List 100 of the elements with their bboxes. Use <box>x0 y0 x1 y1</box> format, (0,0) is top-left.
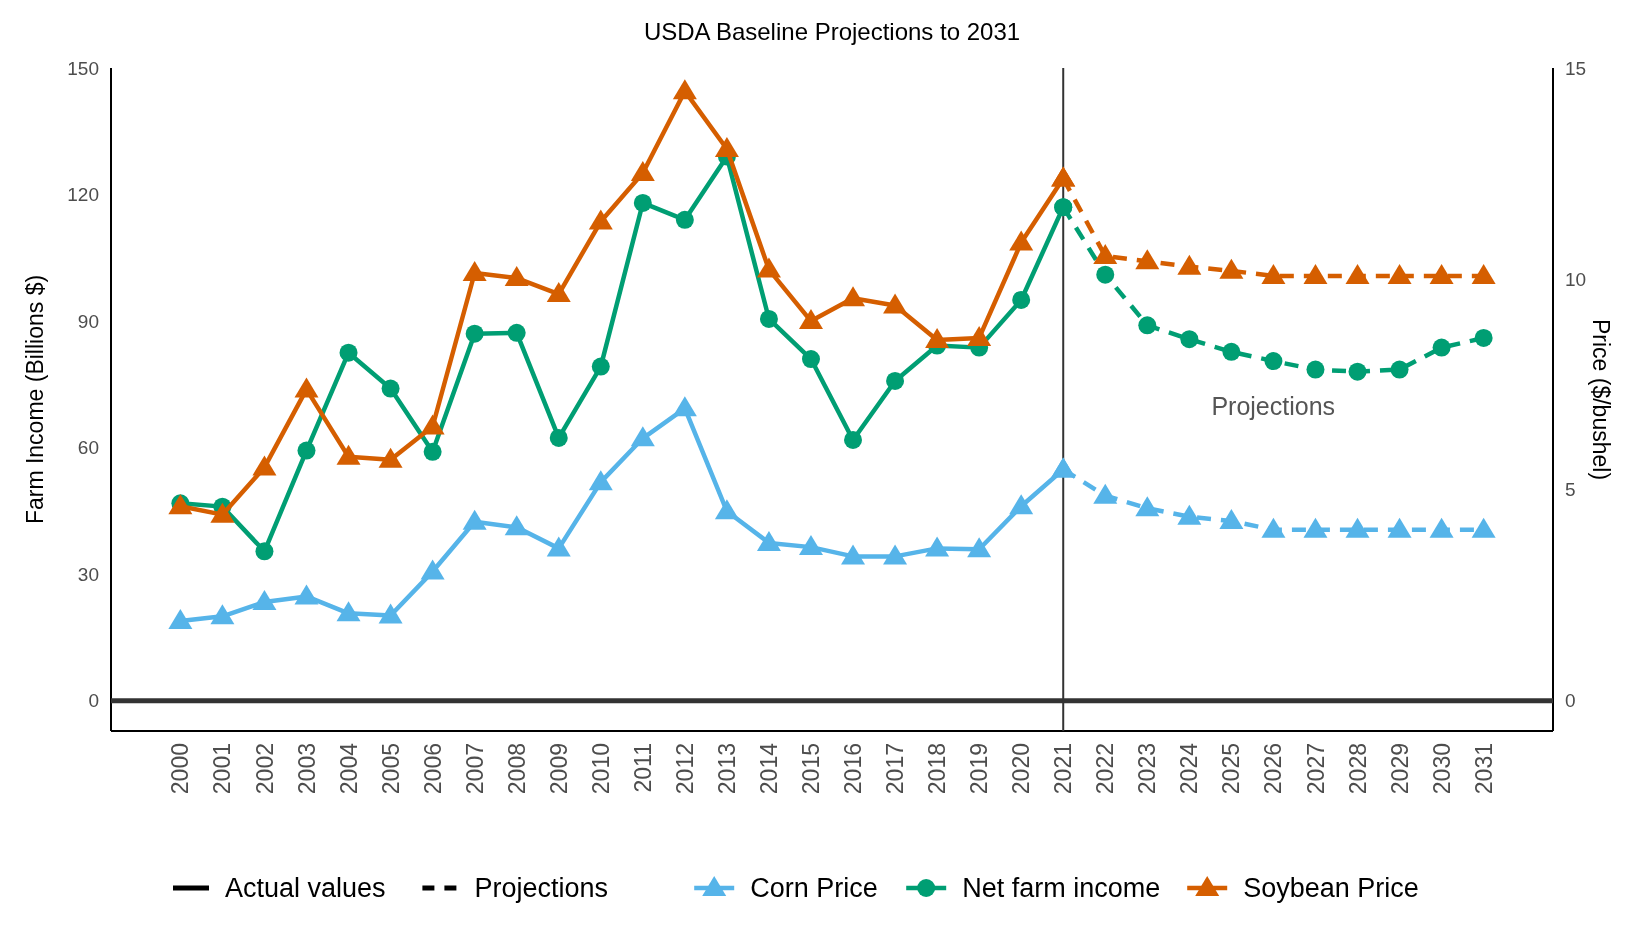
point <box>1471 517 1496 538</box>
point <box>252 455 277 476</box>
x-tick-label: 2014 <box>755 742 782 795</box>
point <box>339 343 358 362</box>
x-tick-label: 2010 <box>587 743 614 795</box>
point <box>1390 360 1409 379</box>
x-tick-label: 2001 <box>209 743 236 795</box>
point <box>255 542 274 561</box>
point <box>546 282 571 303</box>
point <box>336 601 361 622</box>
y-tick-label: 60 <box>77 437 99 459</box>
point <box>1303 263 1328 284</box>
point <box>841 286 866 307</box>
point <box>423 442 442 461</box>
point <box>1219 508 1244 529</box>
point <box>756 530 781 551</box>
point <box>672 396 697 417</box>
x-tick-label: 2011 <box>629 743 656 793</box>
point <box>714 499 739 520</box>
x-tick-label: 2004 <box>335 742 362 795</box>
point <box>1261 263 1286 284</box>
x-tick-label: 2024 <box>1176 742 1203 795</box>
point <box>1180 330 1199 349</box>
x-tick-label: 2012 <box>671 743 698 795</box>
point <box>1009 230 1034 251</box>
x-tick-label: 2020 <box>1008 743 1035 795</box>
x-tick-label: 2000 <box>167 743 194 795</box>
point <box>1177 254 1202 275</box>
point <box>1348 362 1367 381</box>
point <box>294 584 319 605</box>
chart-title: USDA Baseline Projections to 2031 <box>643 18 1021 45</box>
y2-tick-label: 10 <box>1565 268 1587 290</box>
point <box>714 136 739 157</box>
point <box>1429 517 1454 538</box>
point <box>378 603 403 624</box>
point <box>630 161 655 182</box>
point <box>294 377 319 398</box>
x-tick-label: 2005 <box>377 743 404 795</box>
y-tick-label: 30 <box>77 563 99 585</box>
point <box>801 350 820 369</box>
x-tick-label: 2006 <box>419 743 446 795</box>
x-tick-label: 2008 <box>503 743 530 795</box>
point <box>1345 263 1370 284</box>
y-tick-label: 150 <box>67 57 99 79</box>
point <box>210 502 235 523</box>
point <box>967 325 992 346</box>
point <box>967 537 992 558</box>
point <box>1471 263 1496 284</box>
x-tick-label: 2017 <box>882 743 909 795</box>
point <box>1264 352 1283 371</box>
point <box>1474 328 1493 347</box>
point <box>504 515 529 536</box>
point <box>588 470 613 491</box>
x-tick-label: 2019 <box>966 743 993 795</box>
x-tick-label: 2007 <box>461 743 488 795</box>
point <box>507 323 526 342</box>
text: Projections <box>474 873 608 904</box>
y-axis-title: Farm Income (Billions $) <box>22 274 48 525</box>
point <box>297 441 316 460</box>
point <box>381 379 400 398</box>
x-tick-label: 2030 <box>1428 743 1455 795</box>
point <box>378 447 403 468</box>
x-tick-label: 2016 <box>840 743 867 795</box>
point <box>591 357 610 376</box>
point <box>1345 517 1370 538</box>
y-tick-label: 0 <box>88 690 99 712</box>
point <box>886 371 905 390</box>
point <box>925 536 950 557</box>
point <box>1387 263 1412 284</box>
point <box>504 266 529 287</box>
point <box>1009 494 1034 515</box>
point <box>1387 517 1412 538</box>
point <box>420 414 445 435</box>
point <box>672 79 697 100</box>
x-tick-label: 2025 <box>1218 743 1245 795</box>
point <box>756 257 781 278</box>
point <box>883 293 908 314</box>
point <box>925 328 950 349</box>
point <box>1054 198 1073 217</box>
point <box>420 559 445 580</box>
x-tick-label: 2013 <box>713 743 740 795</box>
x-tick-label: 2023 <box>1134 743 1161 795</box>
point <box>465 324 484 343</box>
point <box>549 428 568 447</box>
x-tick-label: 2028 <box>1344 743 1371 795</box>
point <box>633 193 652 212</box>
point <box>1177 504 1202 525</box>
point <box>1261 517 1286 538</box>
y2-tick-label: 0 <box>1565 690 1576 712</box>
x-tick-label: 2015 <box>798 743 825 795</box>
point <box>630 426 655 447</box>
point <box>759 309 778 328</box>
point <box>1051 457 1076 478</box>
point <box>588 209 613 230</box>
point <box>546 536 571 557</box>
x-tick-label: 2018 <box>924 743 951 795</box>
point <box>1093 244 1118 265</box>
point <box>798 535 823 556</box>
point <box>210 604 235 625</box>
annotation: Projections <box>1211 391 1336 420</box>
